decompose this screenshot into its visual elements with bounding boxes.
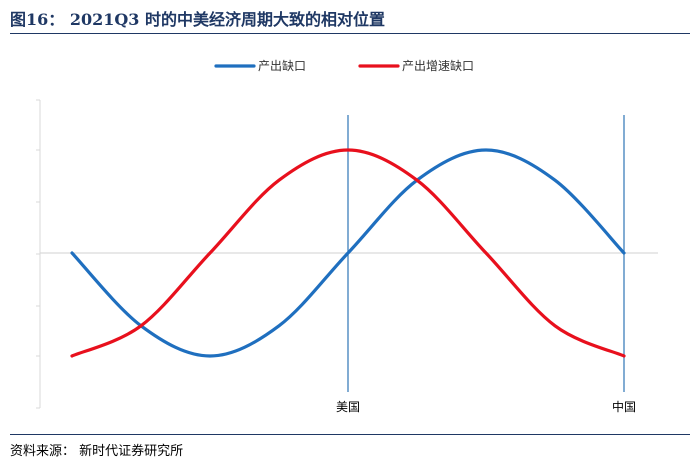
country-markers: 美国 中国: [336, 115, 636, 414]
chart-legend: 产出缺口 产出增速缺口: [214, 58, 474, 73]
marker-label-0: 美国: [336, 400, 360, 414]
marker-label-1: 中国: [612, 399, 636, 414]
title-divider: [10, 33, 690, 34]
footer-divider: [10, 434, 690, 435]
chart-title: 图16： 2021Q3 时的中美经济周期大致的相对位置: [10, 10, 386, 29]
series-line-1: [70, 148, 626, 358]
series-lines: [70, 148, 626, 358]
legend-label-1: 产出增速缺口: [402, 58, 474, 73]
legend-label-0: 产出缺口: [258, 58, 306, 73]
series-line-0: [70, 148, 626, 358]
cycle-position-chart: 产出缺口 产出增速缺口 美国 中国: [36, 58, 658, 414]
source-note: 资料来源： 新时代证券研究所: [10, 444, 184, 459]
